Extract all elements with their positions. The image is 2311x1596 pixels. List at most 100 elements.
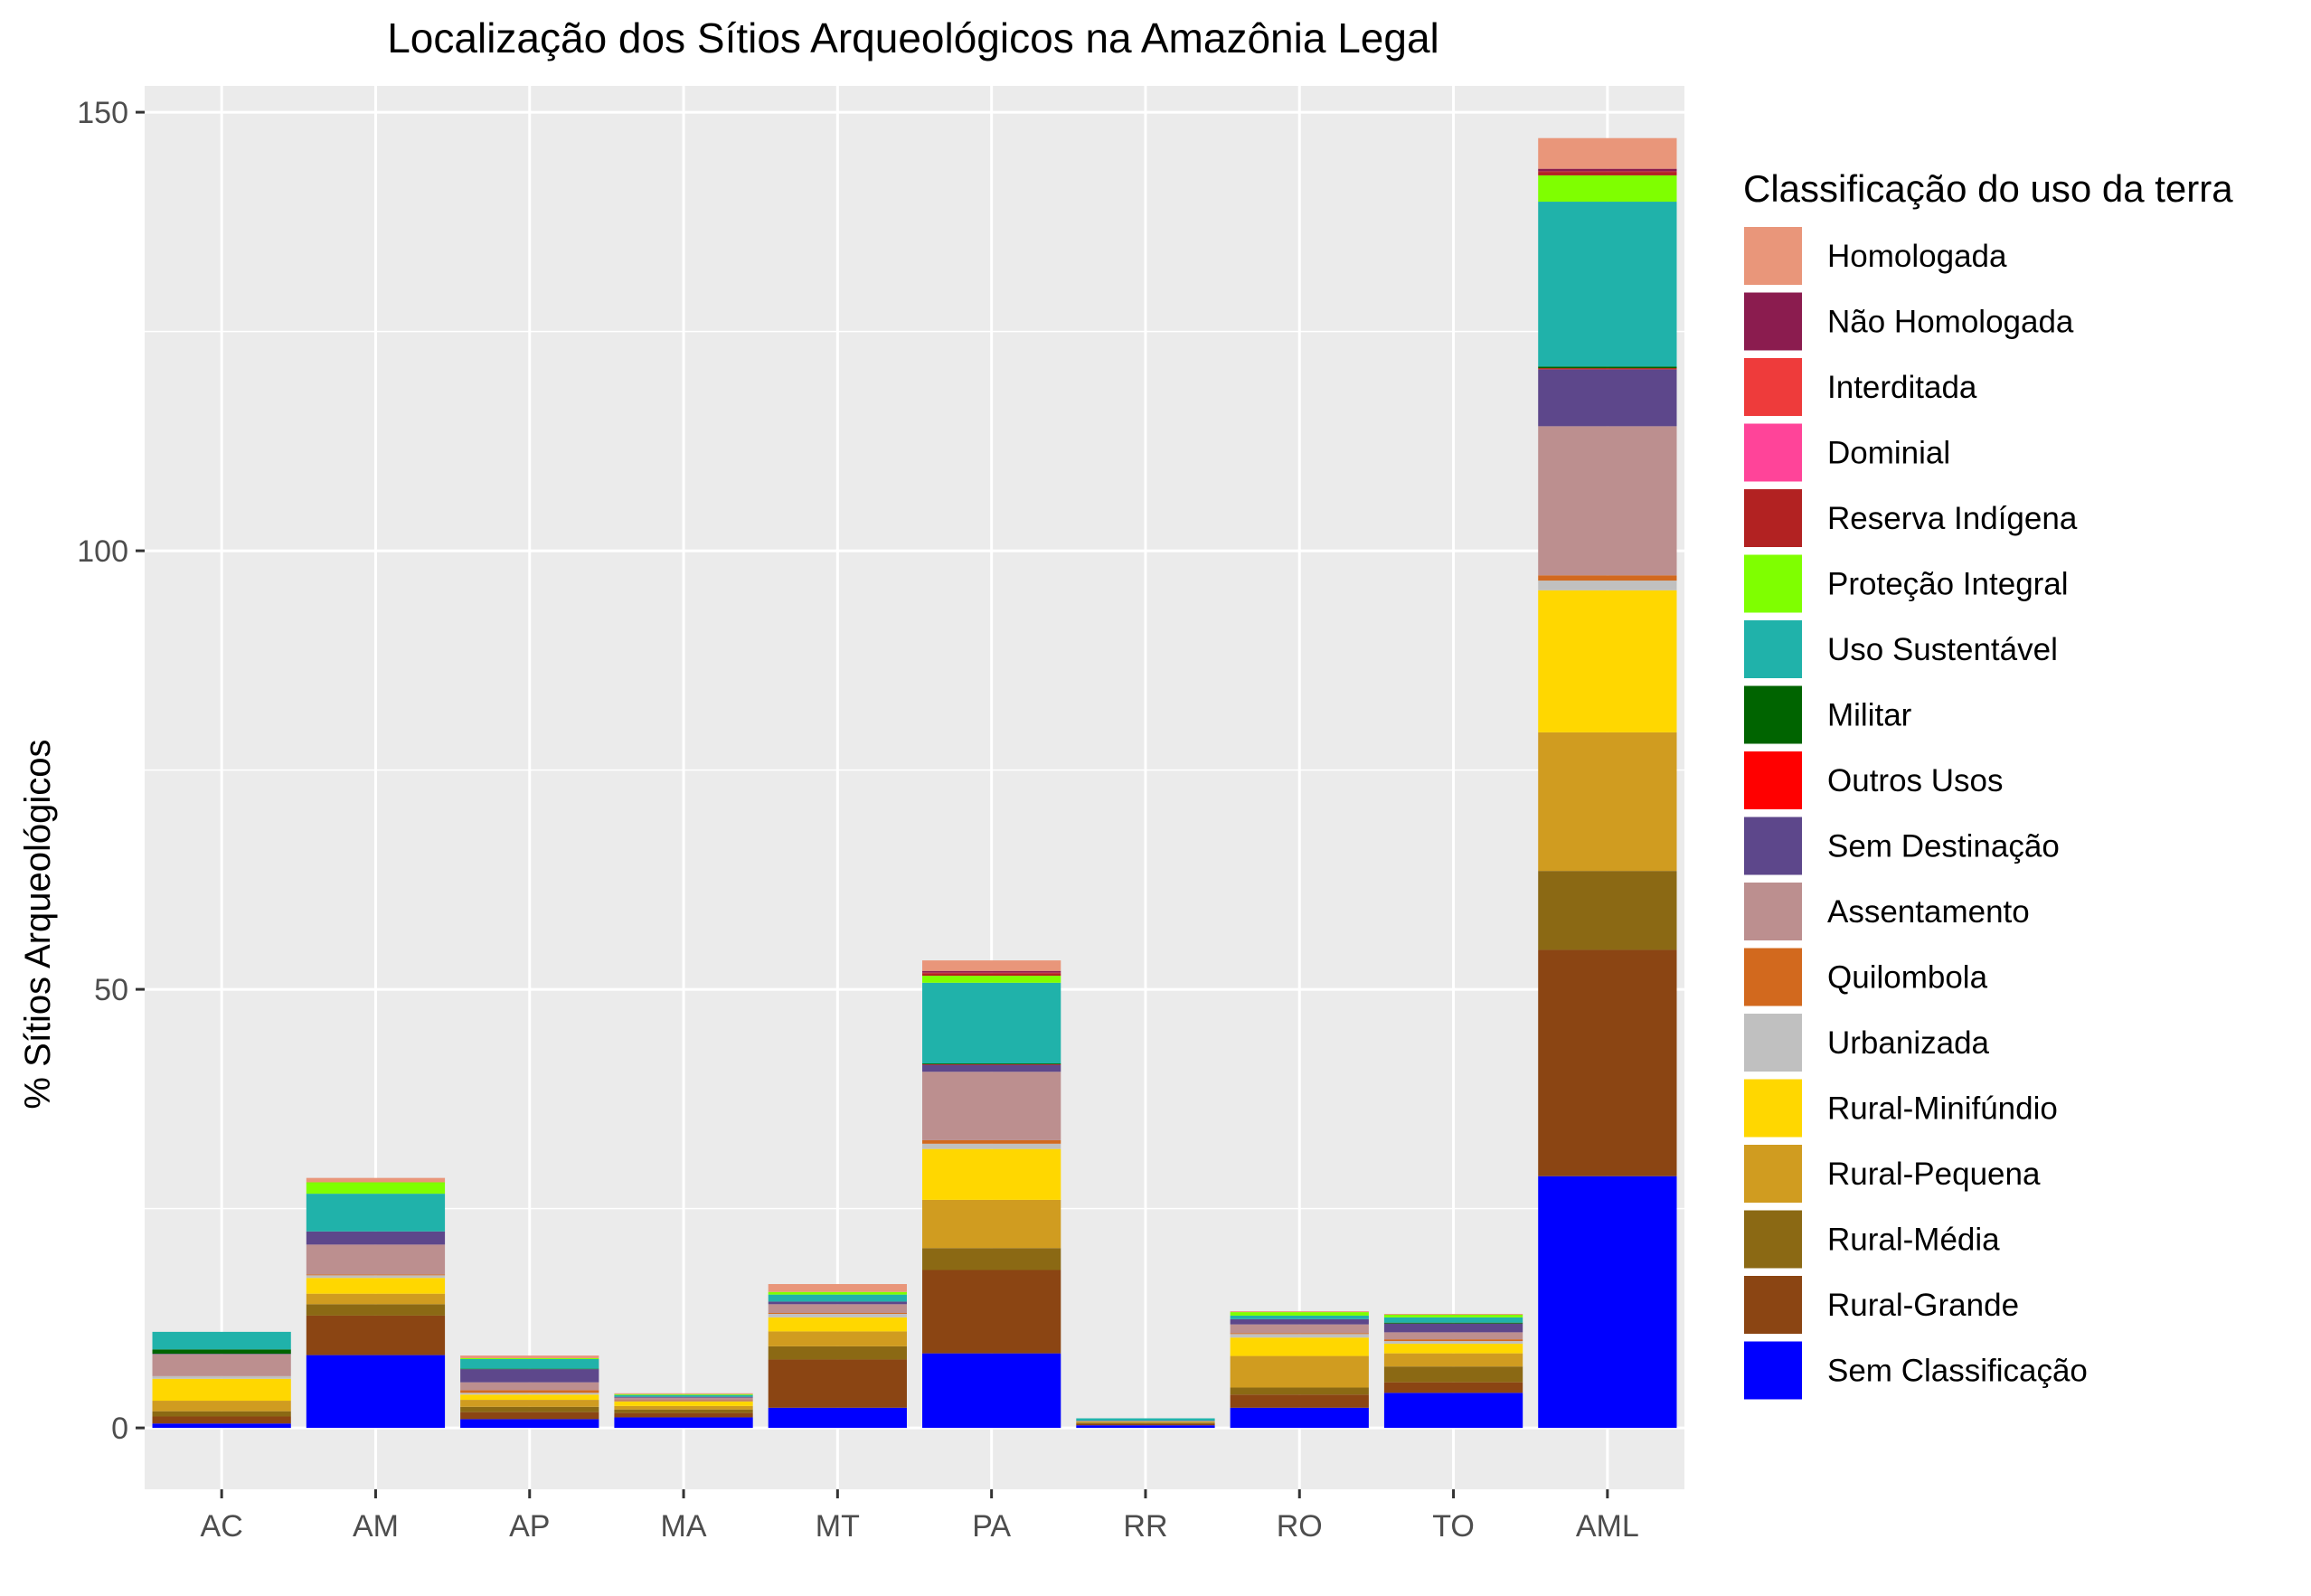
legend-key	[1742, 684, 1804, 746]
bar-segment	[614, 1412, 753, 1418]
legend-label: Proteção Integral	[1827, 567, 2069, 602]
bar-segment	[768, 1314, 907, 1317]
x-tick-label: TO	[1432, 1509, 1475, 1544]
x-tick-label: AP	[509, 1509, 550, 1544]
bar-segment	[922, 1143, 1061, 1149]
bar-segment	[1076, 1418, 1215, 1421]
bar-segment	[460, 1412, 599, 1420]
bar-segment	[922, 960, 1061, 971]
bar-segment	[306, 1304, 446, 1316]
bar-segment	[1538, 732, 1677, 872]
legend-label: Rural-Grande	[1827, 1288, 2019, 1323]
bar-segment	[922, 973, 1061, 977]
bar-segment	[1383, 1341, 1523, 1344]
bars	[152, 137, 1677, 1429]
legend-key	[1742, 881, 1804, 942]
bar-segment	[1383, 1332, 1523, 1340]
bar-segment	[1538, 949, 1677, 1176]
legend-label: Urbanizada	[1827, 1025, 1990, 1061]
legend-key	[1742, 946, 1804, 1008]
bar-segment	[306, 1355, 446, 1429]
bar-segment	[152, 1354, 291, 1355]
bar-segment	[460, 1369, 599, 1383]
bar-segment	[460, 1419, 599, 1429]
legend-label: Homologada	[1827, 239, 2007, 274]
bar-segment	[768, 1313, 907, 1314]
bar-segment	[614, 1400, 753, 1402]
bar-segment	[306, 1275, 446, 1279]
bar-segment	[614, 1417, 753, 1429]
bar-segment	[152, 1411, 291, 1417]
bar-segment	[460, 1394, 599, 1401]
bar-segment	[1076, 1423, 1215, 1426]
legend-label: Sem Destinação	[1827, 829, 2060, 864]
bar-segment	[460, 1393, 599, 1395]
bar-segment	[768, 1346, 907, 1360]
legend-key	[1742, 815, 1804, 877]
bar-segment	[152, 1378, 291, 1402]
bar-segment	[1230, 1394, 1369, 1408]
legend-label: Interditada	[1827, 370, 1977, 405]
bar-segment	[1230, 1312, 1369, 1316]
bar-segment	[922, 982, 1061, 1064]
bar-segment	[1230, 1355, 1369, 1388]
bar-segment	[1383, 1322, 1523, 1324]
legend-label: Outros Usos	[1827, 763, 2004, 798]
legend-label: Sem Classificação	[1827, 1354, 2088, 1389]
bar-segment	[1538, 168, 1677, 172]
bar-segment	[152, 1331, 291, 1350]
bar-segment	[768, 1284, 907, 1292]
bar-segment	[1230, 1315, 1369, 1319]
bar-segment	[922, 1139, 1061, 1144]
legend: Homologada Não Homologada Interditada Domin…	[1742, 225, 2088, 1402]
bar-segment	[768, 1291, 907, 1295]
x-tick-label: RO	[1277, 1509, 1323, 1544]
bar-segment	[1076, 1421, 1215, 1423]
bar-segment	[306, 1244, 446, 1275]
bar-segment	[1230, 1387, 1369, 1395]
y-axis: 0 50 100 150	[77, 96, 145, 1446]
bar-segment	[1230, 1324, 1369, 1334]
legend-key	[1742, 487, 1804, 549]
bar-segment	[922, 1064, 1061, 1072]
bar-segment	[922, 1353, 1061, 1429]
legend-label: Dominial	[1827, 436, 1950, 471]
bar-segment	[614, 1402, 753, 1406]
bar-segment	[922, 1072, 1061, 1140]
bar-segment	[306, 1315, 446, 1355]
bar-segment	[768, 1294, 907, 1302]
bar-segment	[922, 976, 1061, 983]
bar-segment	[1383, 1317, 1523, 1323]
y-axis-title: % Sítios Arqueológicos	[18, 739, 58, 1109]
bar-segment	[460, 1357, 599, 1359]
bar-segment	[768, 1331, 907, 1346]
bar-segment	[768, 1304, 907, 1314]
chart-title: Localização dos Sítios Arqueológicos na …	[387, 14, 1439, 61]
bar-segment	[460, 1400, 599, 1407]
bar-segment	[614, 1394, 753, 1397]
bar-segment	[614, 1397, 753, 1401]
bar-segment	[1538, 175, 1677, 203]
legend-key	[1742, 552, 1804, 615]
legend-key	[1742, 1143, 1804, 1204]
bar-segment	[1538, 137, 1677, 169]
legend-label: Uso Sustentável	[1827, 632, 2058, 667]
bar-segment	[1383, 1353, 1523, 1367]
bar-segment	[1230, 1311, 1369, 1313]
bar-segment	[1538, 202, 1677, 367]
bar-segment	[306, 1278, 446, 1294]
bar-segment	[768, 1359, 907, 1408]
bar-segment	[1538, 366, 1677, 369]
bar-segment	[152, 1423, 291, 1429]
bar-segment	[1538, 172, 1677, 175]
bar-segment	[306, 1182, 446, 1195]
legend-label: Reserva Indígena	[1827, 501, 2078, 536]
bar-segment	[1383, 1366, 1523, 1383]
bar-segment	[152, 1349, 291, 1355]
bar-segment	[768, 1317, 907, 1332]
bar-segment	[1230, 1333, 1369, 1335]
bar-segment	[152, 1416, 291, 1424]
bar-segment	[460, 1406, 599, 1412]
